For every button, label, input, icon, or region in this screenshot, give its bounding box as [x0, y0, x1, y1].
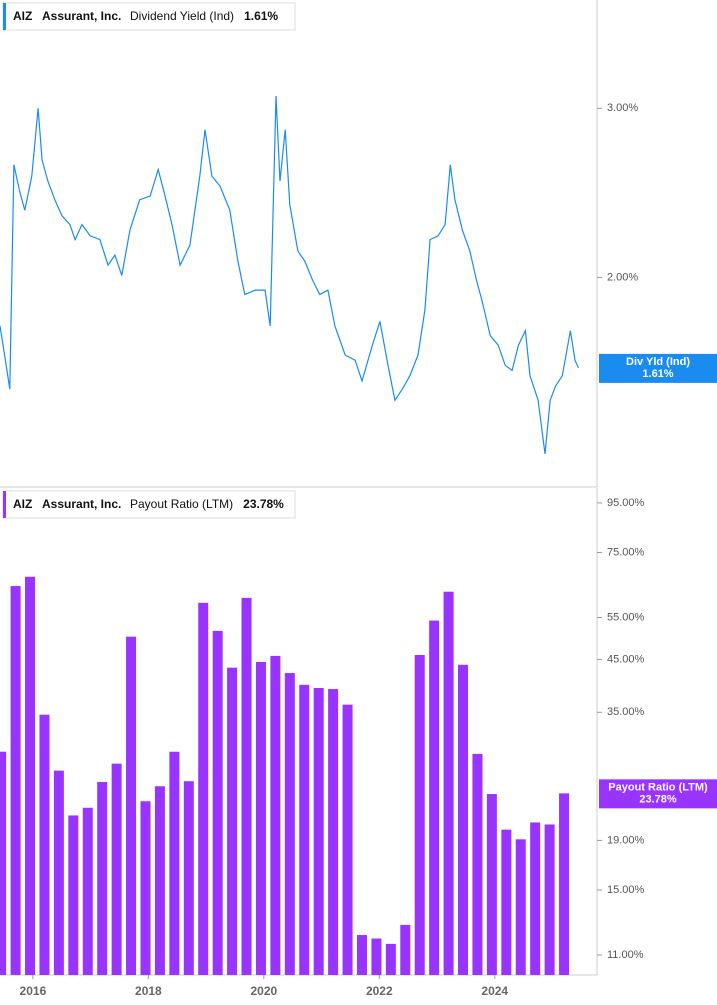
- legend-series: Dividend Yield (Ind): [130, 9, 234, 23]
- bar: [530, 822, 541, 975]
- bar: [0, 751, 7, 975]
- bar: [227, 667, 238, 975]
- bar: [169, 751, 180, 975]
- bar: [241, 597, 252, 975]
- bar: [183, 781, 194, 975]
- bar: [68, 815, 79, 975]
- legend-ticker: AIZ: [13, 9, 32, 23]
- bar: [472, 753, 483, 975]
- bar: [486, 794, 497, 975]
- bar: [356, 935, 367, 975]
- bar: [198, 602, 209, 975]
- bar: [82, 807, 93, 975]
- bar: [371, 938, 382, 975]
- legend-swatch: [3, 3, 6, 30]
- bar: [400, 924, 411, 975]
- bar: [342, 704, 353, 975]
- bar: [515, 839, 526, 975]
- bar: [126, 636, 137, 975]
- y-tick-label: 35.00%: [607, 706, 645, 718]
- line: [0, 95, 580, 454]
- legend-ticker: AIZ: [13, 497, 32, 511]
- y-tick-label: 3.00%: [607, 102, 638, 114]
- y-tick-label: 11.00%: [607, 949, 644, 961]
- bar: [154, 786, 165, 975]
- bar: [10, 586, 21, 975]
- value-flag: [599, 779, 717, 809]
- y-tick-label: 2.00%: [607, 271, 638, 283]
- flag-value: 1.61%: [642, 368, 673, 380]
- x-tick-label: 2020: [250, 984, 277, 998]
- bar: [255, 661, 266, 975]
- y-tick-label: 75.00%: [607, 546, 645, 558]
- bar: [25, 576, 36, 975]
- legend-series: Payout Ratio (LTM): [130, 497, 233, 511]
- x-tick-label: 2024: [481, 984, 508, 998]
- bar: [385, 943, 396, 975]
- bar: [140, 801, 151, 975]
- x-tick-label: 2022: [366, 984, 393, 998]
- y-tick-label: 55.00%: [607, 611, 645, 623]
- legend-box: [2, 2, 296, 31]
- legend-value: 1.61%: [244, 9, 278, 23]
- y-tick-label: 15.00%: [607, 884, 645, 896]
- bar: [284, 673, 295, 975]
- bar: [458, 664, 469, 975]
- bar: [328, 689, 339, 975]
- value-flag: [599, 353, 717, 383]
- flag-name: Div Yld (Ind): [626, 356, 690, 368]
- legend-company: Assurant, Inc.: [42, 497, 121, 511]
- legend-swatch: [3, 491, 6, 518]
- bar: [97, 782, 108, 975]
- bar: [270, 655, 281, 975]
- x-tick-label: 2018: [135, 984, 162, 998]
- bar: [544, 824, 555, 975]
- bar: [39, 714, 50, 975]
- y-tick-label: 95.00%: [607, 497, 645, 509]
- bar: [299, 684, 310, 975]
- bar: [429, 620, 440, 975]
- bar: [313, 687, 324, 975]
- legend-company: Assurant, Inc.: [42, 9, 121, 23]
- y-tick-label: 45.00%: [607, 654, 645, 666]
- y-tick-label: 19.00%: [607, 834, 645, 846]
- bar: [559, 793, 570, 975]
- legend-value: 23.78%: [243, 497, 284, 511]
- x-tick-label: 2016: [20, 984, 47, 998]
- bar: [414, 654, 425, 975]
- bar: [212, 630, 223, 975]
- bar: [53, 770, 64, 975]
- bar: [443, 591, 454, 975]
- bar: [501, 829, 512, 975]
- flag-value: 23.78%: [639, 793, 677, 805]
- flag-name: Payout Ratio (LTM): [608, 781, 708, 793]
- bar: [111, 763, 122, 975]
- legend-box: [2, 490, 296, 519]
